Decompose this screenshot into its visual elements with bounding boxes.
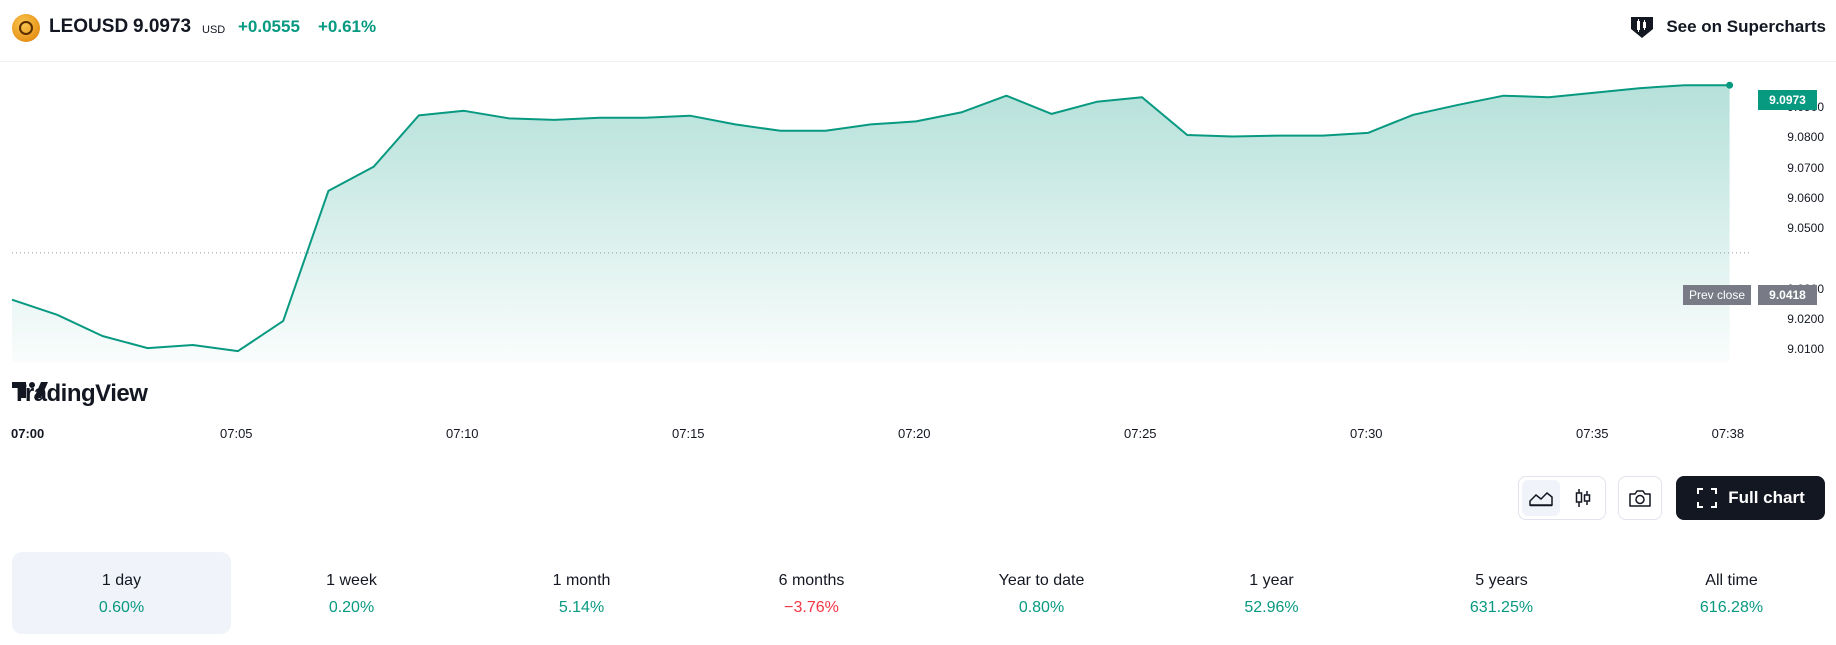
price-change-absolute: +0.0555 [238, 17, 300, 36]
prev-close-label: Prev close [1683, 285, 1752, 305]
price-axis-label: 9.0100 [1787, 341, 1824, 356]
chart-canvas[interactable] [0, 62, 1836, 452]
period-change-value: 5.14% [558, 599, 605, 616]
price-line [11, 84, 1730, 353]
period-label: 1 week [326, 572, 377, 589]
candlestick-icon [1575, 489, 1591, 507]
full-chart-button[interactable]: Full chart [1676, 476, 1825, 520]
period-tab-1-week[interactable]: 1 week 0.20% [242, 552, 461, 634]
period-tab-1-year[interactable]: 1 year 52.96% [1162, 552, 1381, 634]
tradingview-logo-icon [12, 382, 48, 398]
period-tab-year-to-date[interactable]: Year to date 0.80% [932, 552, 1151, 634]
camera-icon [1629, 490, 1651, 507]
last-price: 9.0973 [133, 16, 192, 37]
snapshot-button[interactable] [1618, 476, 1662, 520]
supercharts-label: See on Supercharts [1666, 17, 1826, 36]
currency-label: USD [202, 24, 226, 36]
symbol-header: LEOUSD 9.0973 USD +0.0555 +0.61% See on … [0, 0, 1836, 62]
period-label: 1 month [552, 572, 611, 589]
period-tab-all-time[interactable]: All time 616.28% [1622, 552, 1836, 634]
supercharts-icon [1631, 17, 1654, 38]
tradingview-watermark[interactable]: TradingView [12, 380, 148, 408]
period-change-value: 631.25% [1469, 599, 1534, 616]
price-chart[interactable]: 9.01009.02009.03009.05009.06009.07009.08… [0, 62, 1836, 452]
price-axis-label: 9.0500 [1787, 221, 1824, 236]
time-axis-label: 07:20 [898, 426, 931, 441]
time-axis-label: 07:00 [11, 426, 45, 441]
period-label: 6 months [778, 572, 845, 589]
time-axis-label: 07:05 [220, 426, 253, 441]
performance-periods: 1 day 0.60% 1 week 0.20% 1 month 5.14% 6 month… [12, 552, 1824, 634]
period-tab-1-day[interactable]: 1 day 0.60% [12, 552, 231, 634]
period-tab-5-years[interactable]: 5 years 631.25% [1392, 552, 1611, 634]
symbol-name[interactable]: LEOUSD [49, 16, 129, 37]
prev-close-value: 9.0418 [1758, 285, 1817, 305]
time-axis-label: 07:35 [1576, 426, 1609, 441]
period-label: 1 day [101, 572, 142, 589]
period-change-value: 0.80% [1018, 599, 1065, 616]
candlestick-chart-button[interactable] [1564, 480, 1602, 516]
chart-toolbar: Full chart [0, 476, 1836, 522]
leo-coin-logo [12, 14, 40, 42]
area-chart-icon [1529, 491, 1553, 507]
period-label: 5 years [1475, 572, 1528, 589]
period-label: 1 year [1249, 572, 1294, 589]
period-change-value: 52.96% [1244, 599, 1299, 616]
period-label: All time [1705, 572, 1758, 589]
area-chart-button[interactable] [1522, 480, 1560, 516]
last-price-tag: 9.0973 [1758, 90, 1817, 110]
price-axis-label: 9.0700 [1787, 160, 1824, 175]
period-tab-6-months[interactable]: 6 months −3.76% [702, 552, 921, 634]
period-change-value: −3.76% [784, 599, 839, 616]
price-axis-label: 9.0600 [1787, 190, 1824, 205]
chart-type-switcher [1518, 476, 1606, 520]
last-price-dot [1726, 81, 1734, 89]
time-axis-label: 07:25 [1124, 426, 1157, 441]
period-change-value: 616.28% [1699, 599, 1764, 616]
period-change-value: 0.20% [328, 599, 375, 616]
time-axis-label: 07:10 [446, 426, 479, 441]
see-on-supercharts-link[interactable]: See on Supercharts [1628, 13, 1826, 41]
fullscreen-icon [1697, 488, 1718, 508]
full-chart-label: Full chart [1728, 488, 1805, 507]
price-area-fill [12, 85, 1730, 362]
price-change-percent: +0.61% [318, 17, 377, 36]
period-tab-1-month[interactable]: 1 month 5.14% [472, 552, 691, 634]
period-change-value: 0.60% [98, 599, 145, 616]
time-axis-label: 07:30 [1350, 426, 1383, 441]
price-axis-label: 9.0200 [1787, 311, 1824, 326]
time-axis-label: 07:15 [672, 426, 705, 441]
period-label: Year to date [998, 572, 1085, 589]
time-axis-label: 07:38 [1711, 426, 1745, 441]
price-axis-label: 9.0800 [1787, 130, 1824, 145]
